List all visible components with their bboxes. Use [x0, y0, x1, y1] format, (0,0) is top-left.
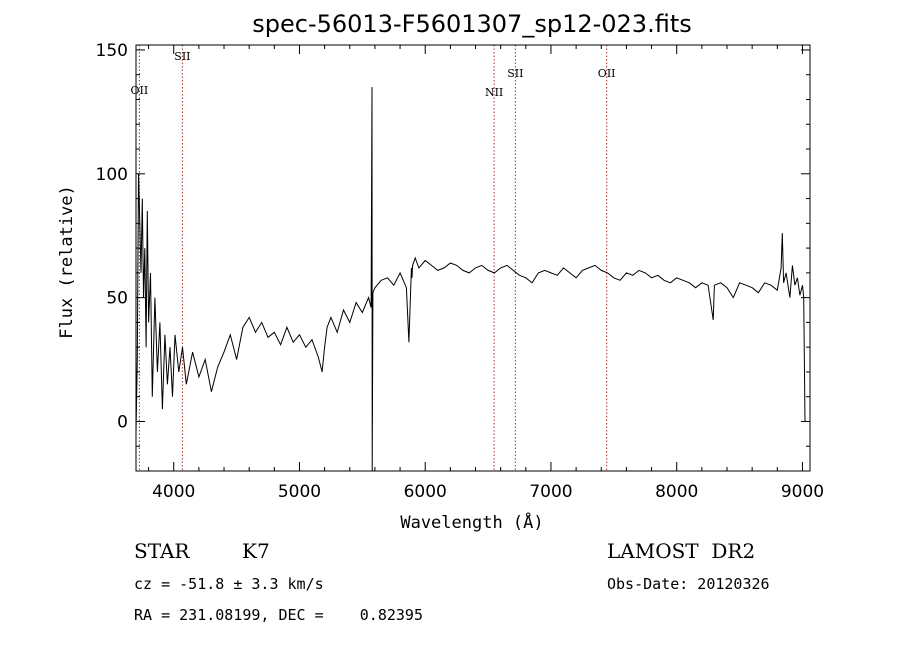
chart-title: spec-56013-F5601307_sp12-023.fits: [252, 10, 691, 38]
spectrum-line: [135, 87, 806, 472]
x-tick-label: 8000: [655, 482, 698, 502]
y-axis-label: Flux (relative): [57, 185, 77, 339]
y-tick-label: 150: [96, 41, 128, 61]
plot-frame: [135, 44, 811, 472]
line-marker-label: OII: [598, 67, 616, 80]
y-axis-ticks: 0 50 100 150: [96, 41, 810, 472]
y-tick-label: 0: [117, 412, 128, 432]
spectrum-series: [135, 87, 806, 472]
x-tick-label: 9000: [781, 482, 824, 502]
line-marker-label: OII: [131, 84, 149, 97]
line-marker-label: SII: [174, 50, 190, 63]
coordinates: RA = 231.08199, DEC = 0.82395: [134, 606, 423, 624]
line-marker-label: NII: [485, 86, 503, 99]
x-tick-label: 6000: [404, 482, 447, 502]
x-tick-label: 7000: [529, 482, 572, 502]
object-type: STAR: [134, 539, 190, 563]
redshift-value: cz = -51.8 ± 3.3 km/s: [134, 575, 324, 593]
obs-date: Obs-Date: 20120326: [607, 575, 770, 593]
x-axis-label: Wavelength (Å): [400, 511, 543, 533]
survey-label: LAMOST DR2: [607, 539, 755, 563]
emission-line-markers: OII SII NII SII OII: [131, 45, 616, 471]
line-marker-label: SII: [507, 67, 523, 80]
x-axis-ticks: 4000 5000 6000 7000 8000 9000: [148, 45, 824, 502]
y-tick-label: 50: [106, 289, 128, 309]
x-tick-label: 4000: [152, 482, 195, 502]
object-subclass: K7: [242, 539, 270, 563]
x-tick-label: 5000: [278, 482, 321, 502]
y-tick-label: 100: [96, 165, 128, 185]
